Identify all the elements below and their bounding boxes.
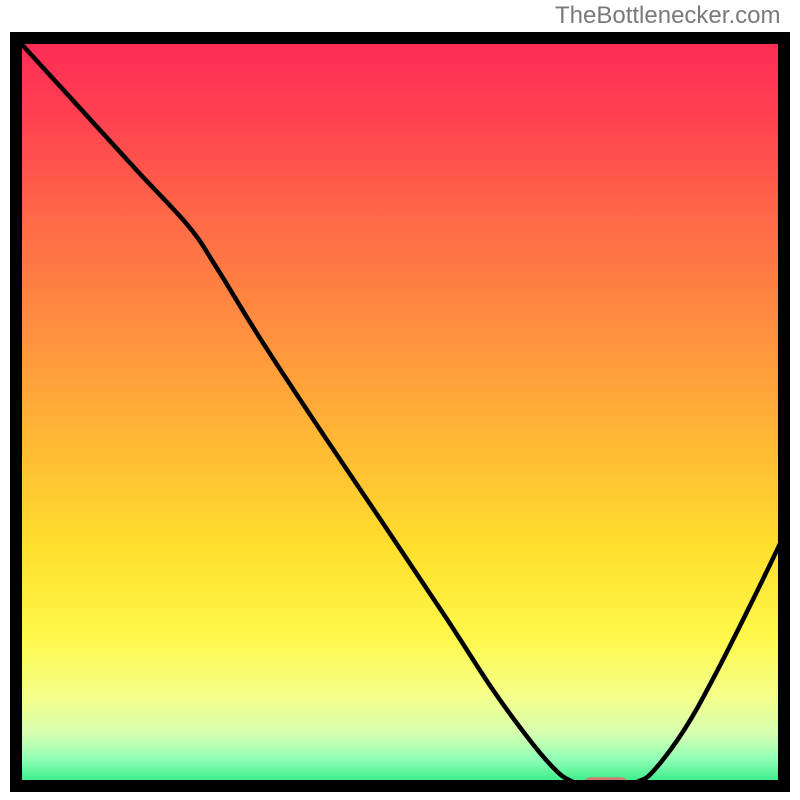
gradient-background — [16, 38, 784, 786]
watermark-text: TheBottlenecker.com — [555, 2, 780, 30]
bottleneck-chart — [0, 0, 800, 800]
